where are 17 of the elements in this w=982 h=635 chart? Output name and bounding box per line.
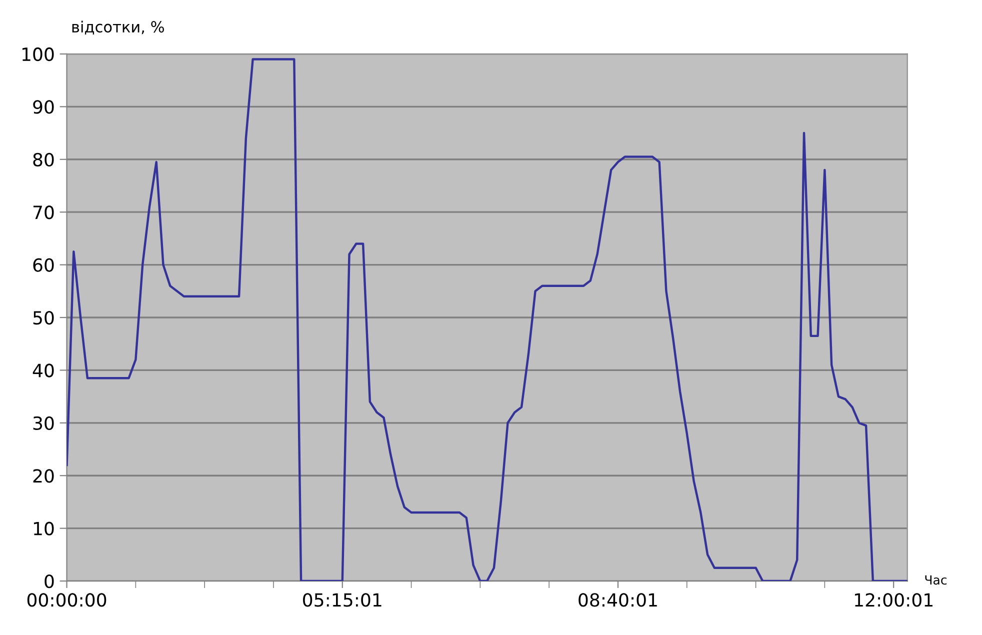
x-axis-title: Час [925,575,947,585]
y-tick-label: 90 [33,100,54,114]
y-tick-label: 60 [33,258,54,272]
y-tick-label: 10 [34,522,54,536]
x-tick-label: 12:00:01 [855,593,932,607]
y-tick-label: 70 [33,206,54,220]
x-tick-label: 05:15:01 [303,593,382,607]
x-tick-label: 00:00:00 [27,593,106,607]
y-tick-label: 40 [32,364,54,378]
x-tick-label: 08:40:01 [578,593,657,607]
y-tick-label: 100 [22,47,54,62]
y-axis-title: відсотки, % [72,20,164,34]
y-tick-label: 20 [33,469,54,483]
y-tick-label: 0 [44,574,54,588]
y-tick-label: 50 [33,310,54,325]
y-tick-label: 80 [33,152,54,166]
y-tick-label: 30 [33,416,54,430]
